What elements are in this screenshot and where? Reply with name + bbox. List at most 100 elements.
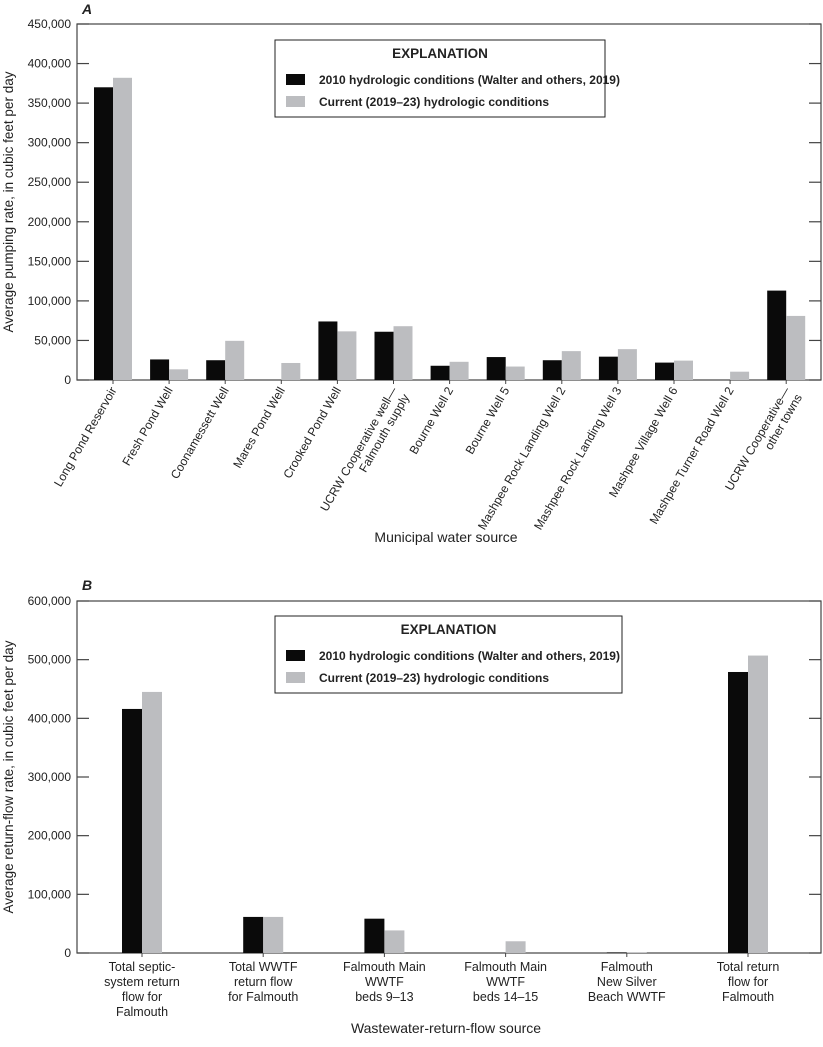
x-tick-label-line: Falmouth Main xyxy=(343,960,426,974)
panel-label: A xyxy=(81,1,92,17)
legend-entry: Current (2019–23) hydrologic conditions xyxy=(319,671,549,685)
bar-current xyxy=(730,371,750,380)
x-tick-label: Total return flow for Falmouth xyxy=(717,960,780,1004)
bar-current xyxy=(263,916,284,953)
x-axis-label: Municipal water source xyxy=(374,529,517,545)
bar-2010 xyxy=(374,331,394,380)
x-tick-label-line: system return xyxy=(104,975,180,989)
bar-2010 xyxy=(728,671,748,953)
x-tick-label-line: Total septic- xyxy=(109,960,176,974)
y-tick-label: 450,000 xyxy=(28,17,72,31)
x-axis-label: Wastewater-return-flow source xyxy=(351,1020,541,1036)
y-tick-label: 0 xyxy=(64,373,71,387)
bar-2010 xyxy=(150,359,170,380)
x-tick-label-line: Bourne Well 5 xyxy=(463,384,513,456)
bar-2010 xyxy=(243,916,264,953)
y-tick-label: 400,000 xyxy=(28,711,72,725)
bar-current xyxy=(786,315,806,380)
legend-entry: 2010 hydrologic conditions (Walter and o… xyxy=(319,73,620,87)
bar-2010 xyxy=(767,290,787,380)
bar-current xyxy=(113,77,132,380)
bar-2010 xyxy=(206,360,226,380)
bar-current xyxy=(505,366,525,380)
x-tick-label: Coonamessett Well xyxy=(168,385,232,482)
x-tick-label: Fresh Pond Well xyxy=(119,385,175,469)
x-tick-label: Total WWTF return flow for Falmouth xyxy=(228,960,298,1004)
y-tick-label: 400,000 xyxy=(28,57,72,71)
x-tick-label: Falmouth New Silver Beach WWTF xyxy=(588,960,666,1004)
bar-2010 xyxy=(364,918,385,953)
x-tick-label-line: Total WWTF xyxy=(229,960,298,974)
chart-panel-a: A 0 50,000 100,000 150,000 200,000 250,000 300,… xyxy=(1,1,822,545)
legend-swatch xyxy=(286,672,305,683)
x-tick-label: Crooked Pond Well xyxy=(280,385,344,481)
x-tick-label-line: beds 14–15 xyxy=(473,990,538,1004)
bar-current xyxy=(142,691,162,953)
legend-swatch xyxy=(286,96,305,107)
bar-2010 xyxy=(318,321,338,380)
panel-label: B xyxy=(82,577,92,593)
x-tick-label: Falmouth Main WWTF beds 9–13 xyxy=(343,960,426,1004)
bar-current xyxy=(748,655,768,953)
y-tick-label: 0 xyxy=(64,946,71,960)
bar-current xyxy=(674,360,693,380)
legend-title: EXPLANATION xyxy=(401,622,497,637)
x-tick-label: UCRW Cooperative—other towns xyxy=(722,385,805,500)
legend: EXPLANATION 2010 hydrologic conditions (W… xyxy=(274,615,623,694)
bar-current xyxy=(393,326,413,380)
x-tick-label-line: Falmouth xyxy=(116,1005,168,1019)
x-tick-label-line: Crooked Pond Well xyxy=(280,385,344,481)
x-tick-label-line: Falmouth xyxy=(722,990,774,1004)
bar-current xyxy=(626,952,647,953)
y-tick-label: 200,000 xyxy=(28,215,72,229)
x-tick-label-line: UCRW Cooperative— xyxy=(722,385,793,493)
x-tick-label: Falmouth Main WWTF beds 14–15 xyxy=(464,960,547,1004)
bar-current xyxy=(281,362,301,380)
y-tick-label: 300,000 xyxy=(28,770,72,784)
chart-panel-b: B 0 100,000 200,000 300,000 400,000 500,000 600… xyxy=(1,577,822,1036)
legend-entry: Current (2019–23) hydrologic conditions xyxy=(319,95,549,109)
y-tick-label: 500,000 xyxy=(28,653,72,667)
bar-2010 xyxy=(430,365,450,380)
x-tick-label-line: Falmouth xyxy=(601,960,653,974)
y-tick-label: 150,000 xyxy=(28,254,72,268)
x-tick-label-line: flow for xyxy=(728,975,768,989)
y-tick-label: 50,000 xyxy=(34,333,71,347)
x-tick-label: Long Pond Reservoir xyxy=(51,384,119,489)
bar-current xyxy=(449,361,469,380)
bar-2010 xyxy=(655,362,674,380)
y-tick-label: 100,000 xyxy=(28,294,72,308)
y-tick-label: 600,000 xyxy=(28,594,72,608)
bar-2010 xyxy=(606,952,627,953)
bar-current xyxy=(337,331,357,380)
y-axis-label: Average return-flow rate, in cubic feet … xyxy=(1,640,16,913)
legend-swatch xyxy=(286,74,305,85)
x-tick-label-line: beds 9–13 xyxy=(355,990,413,1004)
bar-current xyxy=(384,930,405,953)
legend-title: EXPLANATION xyxy=(392,46,488,61)
x-tick-label-line: WWTF xyxy=(486,975,525,989)
legend-entry: 2010 hydrologic conditions (Walter and o… xyxy=(319,649,620,663)
bar-current xyxy=(225,340,245,380)
x-tick-label-line: Coonamessett Well xyxy=(168,385,232,482)
y-tick-label: 250,000 xyxy=(28,175,72,189)
x-tick-label-line: New Silver xyxy=(597,975,657,989)
bar-2010 xyxy=(486,357,506,380)
x-tick-label-line: flow for xyxy=(122,990,162,1004)
x-tick-label-line: Beach WWTF xyxy=(588,990,666,1004)
x-tick-label-line: return flow xyxy=(234,975,293,989)
y-tick-label: 200,000 xyxy=(28,829,72,843)
bar-current xyxy=(617,349,637,380)
x-tick-label: Bourne Well 2 xyxy=(406,384,456,456)
bar-2010 xyxy=(122,708,142,953)
bar-2010 xyxy=(94,87,113,381)
x-tick-label-line: Fresh Pond Well xyxy=(119,385,175,469)
x-tick-label-line: for Falmouth xyxy=(228,990,298,1004)
x-tick-label: Bourne Well 5 xyxy=(463,384,513,456)
x-tick-label-line: Falmouth Main xyxy=(464,960,547,974)
y-tick-label: 300,000 xyxy=(28,136,72,150)
bar-current xyxy=(505,941,526,953)
legend-box xyxy=(274,39,606,118)
